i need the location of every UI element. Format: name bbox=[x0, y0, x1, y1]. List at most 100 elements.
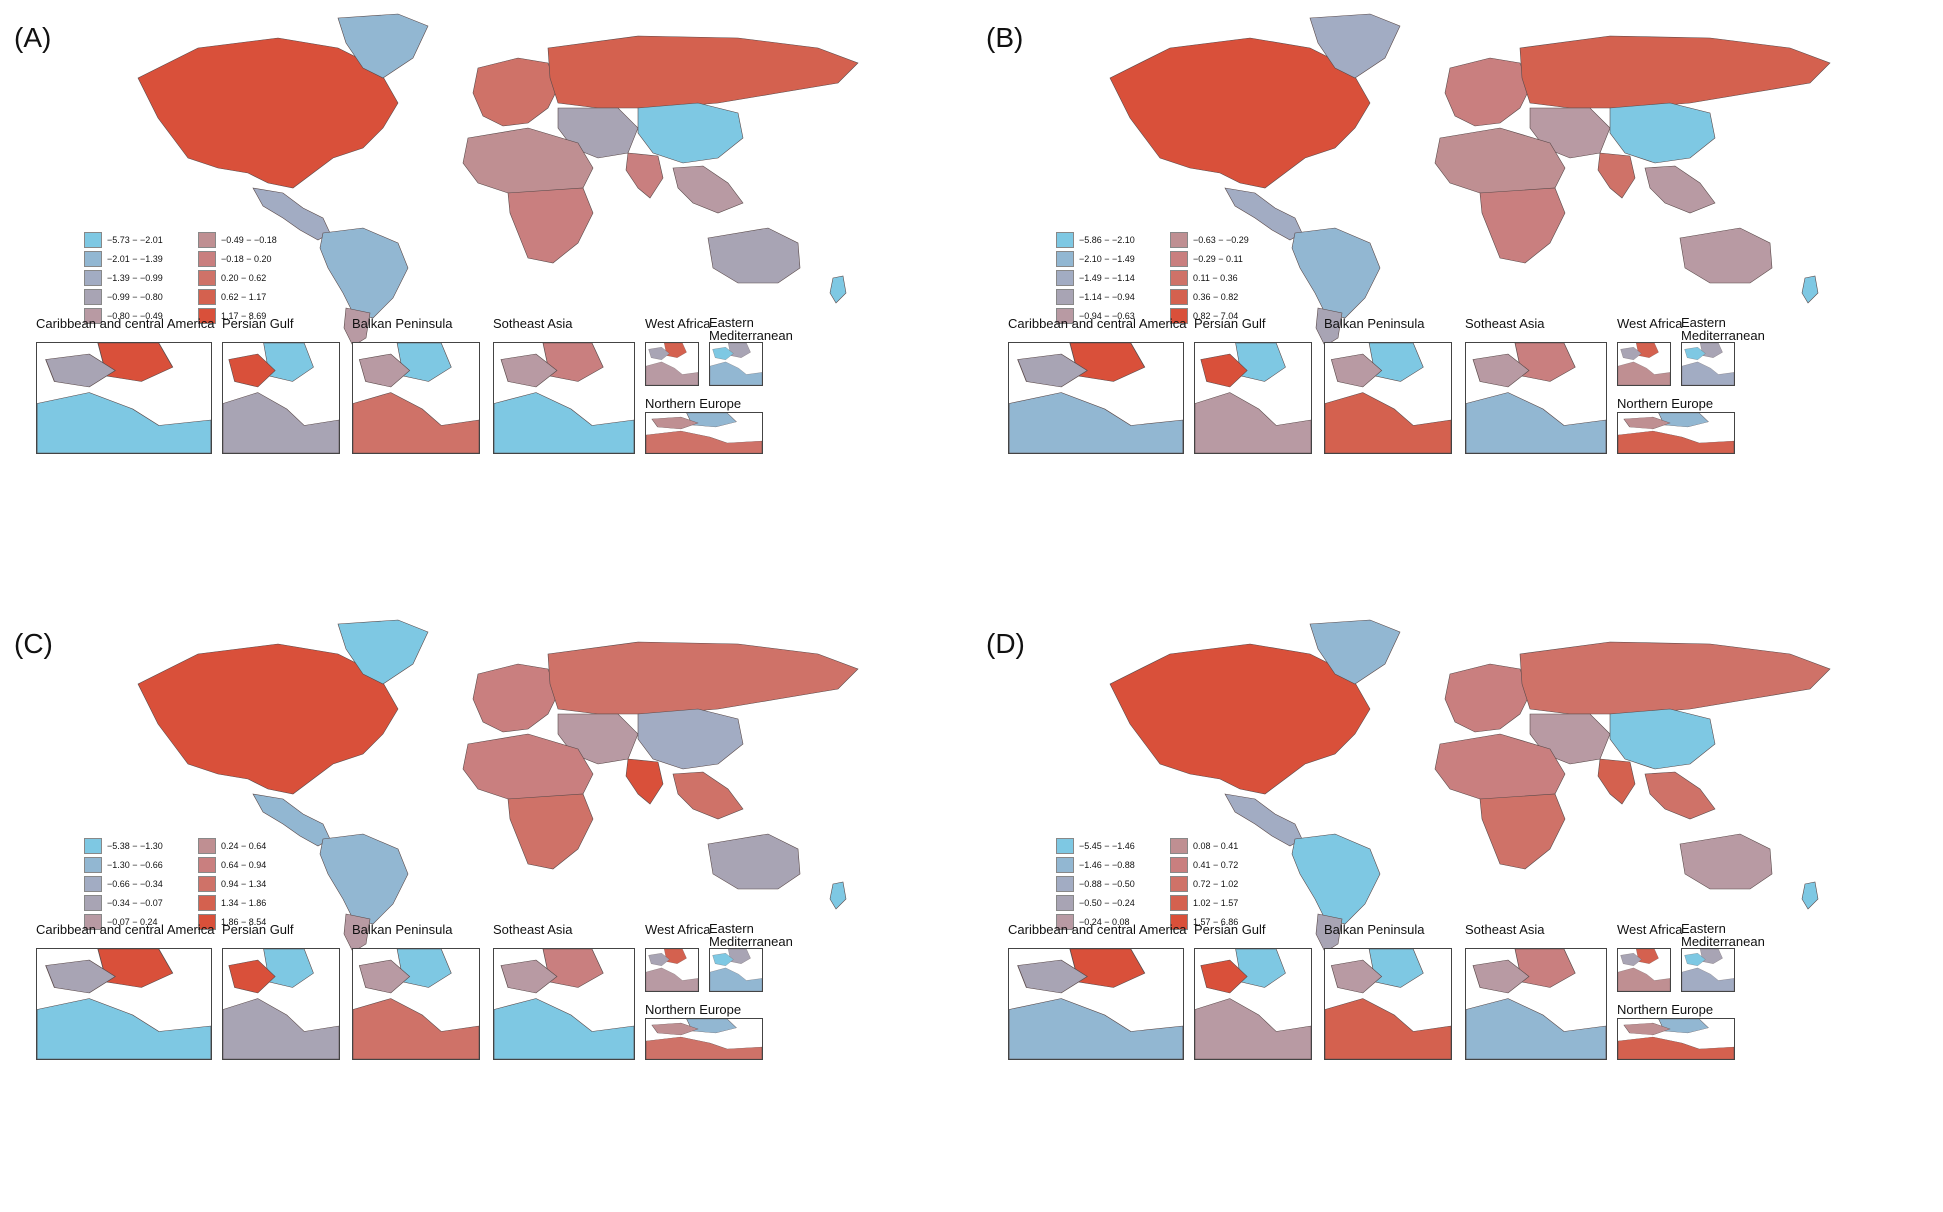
inset-region bbox=[1235, 343, 1286, 382]
legend-label: −0.80 − −0.49 bbox=[107, 311, 163, 321]
inset-region bbox=[1368, 343, 1424, 382]
region-nz bbox=[1801, 881, 1819, 910]
legend-swatch bbox=[1170, 914, 1188, 930]
legend-item: 1.02 − 1.57 bbox=[1170, 895, 1278, 911]
legend-label: −1.39 − −0.99 bbox=[107, 273, 163, 283]
inset-map-eastmed bbox=[709, 342, 763, 386]
legend: −5.38 − −1.30 −1.30 − −0.66 −0.66 − −0.34 −… bbox=[84, 838, 306, 930]
legend-item: 0.11 − 0.36 bbox=[1170, 270, 1278, 286]
inset-region bbox=[1700, 343, 1723, 358]
inset-title-eastmed: Eastern Mediterranean bbox=[1681, 921, 1765, 949]
region-europe bbox=[472, 663, 559, 733]
legend: −5.86 − −2.10 −2.10 − −1.49 −1.49 − −1.14 −… bbox=[1056, 232, 1278, 324]
legend-item: −1.30 − −0.66 bbox=[84, 857, 192, 873]
inset-region bbox=[1618, 1036, 1734, 1059]
legend-item: 0.41 − 0.72 bbox=[1170, 857, 1278, 873]
region-na bbox=[137, 643, 399, 795]
legend-item: −0.88 − −0.50 bbox=[1056, 876, 1164, 892]
legend-label: −2.10 − −1.49 bbox=[1079, 254, 1135, 264]
inset-region bbox=[1472, 959, 1530, 994]
legend-swatch bbox=[84, 308, 102, 324]
legend-item: −0.29 − 0.11 bbox=[1170, 251, 1278, 267]
legend-label: 0.36 − 0.82 bbox=[1193, 292, 1239, 302]
legend-swatch bbox=[84, 857, 102, 873]
legend-swatch bbox=[198, 251, 216, 267]
legend-swatch bbox=[1170, 895, 1188, 911]
inset-region bbox=[646, 430, 762, 453]
region-india bbox=[1597, 758, 1636, 805]
inset-region bbox=[686, 1019, 737, 1034]
legend-label: 0.72 − 1.02 bbox=[1193, 879, 1239, 889]
legend-item: −0.94 − −0.63 bbox=[1056, 308, 1164, 324]
legend-swatch bbox=[1056, 857, 1074, 873]
inset-region bbox=[37, 998, 211, 1059]
panel-c: (C) −5.38 − −1.30 −1.30 − −0.66 −0.66 − −0… bbox=[0, 606, 971, 1212]
legend-swatch bbox=[84, 251, 102, 267]
panel-a: (A) −5.73 − −2.01 −2.01 − −1.39 −1.39 − −0… bbox=[0, 0, 971, 606]
legend-label: −5.38 − −1.30 bbox=[107, 841, 163, 851]
legend-label: 0.11 − 0.36 bbox=[1193, 273, 1238, 283]
inset-region bbox=[1325, 998, 1451, 1059]
inset-region bbox=[1623, 416, 1671, 430]
legend-label: 0.94 − 1.34 bbox=[221, 879, 267, 889]
inset-region bbox=[223, 998, 339, 1059]
legend-item: 0.72 − 1.02 bbox=[1170, 876, 1278, 892]
legend-label: 1.34 − 1.86 bbox=[221, 898, 267, 908]
inset-map-balkan bbox=[1324, 948, 1452, 1060]
legend-swatch bbox=[198, 270, 216, 286]
region-na bbox=[1109, 643, 1371, 795]
legend-item: −0.63 − −0.29 bbox=[1170, 232, 1278, 248]
inset-region bbox=[1069, 343, 1146, 382]
inset-map-caribbean bbox=[36, 342, 212, 454]
legend-swatch bbox=[198, 838, 216, 854]
legend-item: −2.01 − −1.39 bbox=[84, 251, 192, 267]
inset-region bbox=[1330, 959, 1383, 994]
legend-item: −0.34 − −0.07 bbox=[84, 895, 192, 911]
region-sa bbox=[1291, 833, 1381, 925]
legend-item: −5.38 − −1.30 bbox=[84, 838, 192, 854]
inset-title-northeu: Northern Europe bbox=[645, 1002, 742, 1017]
inset-map-persian bbox=[1194, 948, 1312, 1060]
legend-label: −0.50 − −0.24 bbox=[1079, 898, 1135, 908]
inset-map-persian bbox=[1194, 342, 1312, 454]
legend-label: −0.18 − 0.20 bbox=[221, 254, 272, 264]
inset-region bbox=[500, 959, 558, 994]
legend-label: 0.08 − 0.41 bbox=[1193, 841, 1239, 851]
inset-region bbox=[45, 959, 116, 994]
world-map bbox=[137, 619, 859, 953]
legend-label: 0.24 − 0.64 bbox=[221, 841, 267, 851]
legend-item: −0.24 − 0.08 bbox=[1056, 914, 1164, 930]
legend-swatch bbox=[1056, 876, 1074, 892]
legend-item: −0.49 − −0.18 bbox=[198, 232, 306, 248]
world-map bbox=[1109, 619, 1831, 953]
region-africa-s bbox=[507, 793, 594, 870]
legend-swatch bbox=[84, 270, 102, 286]
region-china bbox=[637, 708, 744, 770]
legend-swatch bbox=[1170, 838, 1188, 854]
inset-region bbox=[646, 1036, 762, 1059]
inset-region bbox=[494, 392, 634, 453]
region-nz bbox=[829, 881, 847, 910]
legend-item: 1.57 − 6.86 bbox=[1170, 914, 1278, 930]
inset-region bbox=[396, 343, 452, 382]
legend-swatch bbox=[1056, 895, 1074, 911]
legend-swatch bbox=[1056, 270, 1074, 286]
region-greenland bbox=[337, 619, 429, 685]
legend-item: 1.34 − 1.86 bbox=[198, 895, 306, 911]
inset-map-persian bbox=[222, 342, 340, 454]
inset-region bbox=[1466, 392, 1606, 453]
inset-map-caribbean bbox=[1008, 342, 1184, 454]
legend-swatch bbox=[1056, 232, 1074, 248]
region-sa bbox=[1291, 227, 1381, 319]
legend-item: 1.86 − 8.54 bbox=[198, 914, 306, 930]
region-nz bbox=[1801, 275, 1819, 304]
world-map bbox=[1109, 13, 1831, 347]
region-sa bbox=[319, 227, 409, 319]
legend-swatch bbox=[84, 914, 102, 930]
inset-map-westafrica bbox=[1617, 342, 1671, 386]
legend-swatch bbox=[198, 895, 216, 911]
inset-title-caribbean: Caribbean and central America bbox=[1008, 316, 1187, 331]
region-nz bbox=[829, 275, 847, 304]
inset-region bbox=[358, 959, 411, 994]
legend-swatch bbox=[1056, 289, 1074, 305]
